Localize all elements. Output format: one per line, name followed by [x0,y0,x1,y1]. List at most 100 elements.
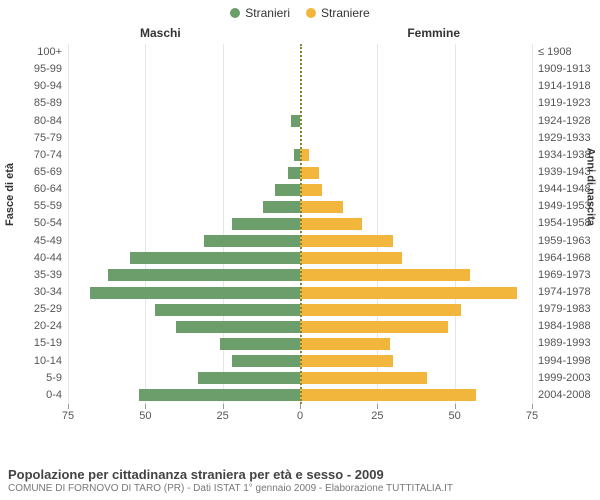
birth-year-label: ≤ 1908 [532,44,596,61]
age-label: 0-4 [8,387,68,404]
age-label: 30-34 [8,284,68,301]
age-label: 70-74 [8,147,68,164]
bar-male [130,252,300,264]
bar-female [300,269,470,281]
bar-female [300,167,319,179]
age-label: 35-39 [8,267,68,284]
age-label: 40-44 [8,250,68,267]
bar-female [300,355,393,367]
birth-year-label: 1984-1988 [532,318,596,335]
age-label: 10-14 [8,353,68,370]
bar-male [291,115,300,127]
bar-male [232,355,300,367]
age-label: 20-24 [8,318,68,335]
bar-male [204,235,300,247]
birth-year-label: 1914-1918 [532,78,596,95]
x-tick-label: 0 [297,410,303,422]
x-tick-mark [300,404,301,409]
x-tick-label: 25 [371,410,383,422]
birth-year-label: 2004-2008 [532,387,596,404]
age-label: 85-89 [8,95,68,112]
center-divider [300,44,302,404]
birth-year-label: 1989-1993 [532,335,596,352]
x-tick-mark [68,404,69,409]
chart-footer: Popolazione per cittadinanza straniera p… [8,467,453,494]
bar-male [176,321,300,333]
column-title-male: Maschi [140,26,181,40]
age-label: 80-84 [8,113,68,130]
birth-year-label: 1919-1923 [532,95,596,112]
bar-female [300,287,517,299]
legend-item-female: Straniere [306,6,370,20]
birth-year-label: 1924-1928 [532,113,596,130]
age-label: 60-64 [8,181,68,198]
bar-male [139,389,300,401]
age-label: 45-49 [8,233,68,250]
chart-subtitle: COMUNE DI FORNOVO DI TARO (PR) - Dati IS… [8,483,453,494]
bar-male [275,184,300,196]
bar-male [220,338,300,350]
age-label: 5-9 [8,370,68,387]
age-label: 90-94 [8,78,68,95]
birth-year-label: 1934-1938 [532,147,596,164]
birth-year-label: 1949-1953 [532,198,596,215]
bar-female [300,389,476,401]
age-label: 50-54 [8,215,68,232]
bar-female [300,235,393,247]
x-axis-ticks: 7550250255075 [68,404,532,430]
birth-year-label: 1939-1943 [532,164,596,181]
age-label: 65-69 [8,164,68,181]
age-label: 100+ [8,44,68,61]
birth-year-label: 1929-1933 [532,130,596,147]
bar-male [232,218,300,230]
birth-year-label: 1999-2003 [532,370,596,387]
birth-year-label: 1954-1958 [532,215,596,232]
birth-year-label: 1969-1973 [532,267,596,284]
bar-female [300,252,402,264]
x-tick-mark [455,404,456,409]
age-label: 95-99 [8,61,68,78]
bar-male [198,372,300,384]
bar-male [155,304,300,316]
bar-female [300,321,448,333]
birth-year-label: 1994-1998 [532,353,596,370]
chart-title: Popolazione per cittadinanza straniera p… [8,467,453,482]
x-tick-label: 25 [217,410,229,422]
bar-female [300,372,427,384]
legend-item-male: Stranieri [230,6,290,20]
x-tick-mark [145,404,146,409]
age-label: 75-79 [8,130,68,147]
bar-female [300,184,322,196]
column-title-female: Femmine [407,26,460,40]
bar-male [263,201,300,213]
bar-female [300,304,461,316]
population-pyramid-chart: Stranieri Straniere Maschi Femmine Fasce… [0,0,600,500]
x-tick-mark [532,404,533,409]
plot-area: 100+≤ 190895-991909-191390-941914-191885… [68,44,532,430]
birth-year-label: 1974-1978 [532,284,596,301]
x-tick-label: 75 [62,410,74,422]
birth-year-label: 1959-1963 [532,233,596,250]
bar-female [300,338,390,350]
age-label: 15-19 [8,335,68,352]
age-label: 25-29 [8,301,68,318]
x-tick-mark [377,404,378,409]
birth-year-label: 1964-1968 [532,250,596,267]
bar-male [108,269,300,281]
x-tick-label: 50 [139,410,151,422]
x-tick-label: 75 [526,410,538,422]
legend-swatch-female [306,8,316,18]
x-tick-label: 50 [449,410,461,422]
bar-male [288,167,300,179]
bar-female [300,218,362,230]
legend-label-female: Straniere [321,6,370,20]
bar-female [300,201,343,213]
legend-label-male: Stranieri [245,6,290,20]
birth-year-label: 1979-1983 [532,301,596,318]
age-label: 55-59 [8,198,68,215]
birth-year-label: 1909-1913 [532,61,596,78]
legend: Stranieri Straniere [0,0,600,20]
birth-year-label: 1944-1948 [532,181,596,198]
x-tick-mark [223,404,224,409]
bar-male [90,287,300,299]
